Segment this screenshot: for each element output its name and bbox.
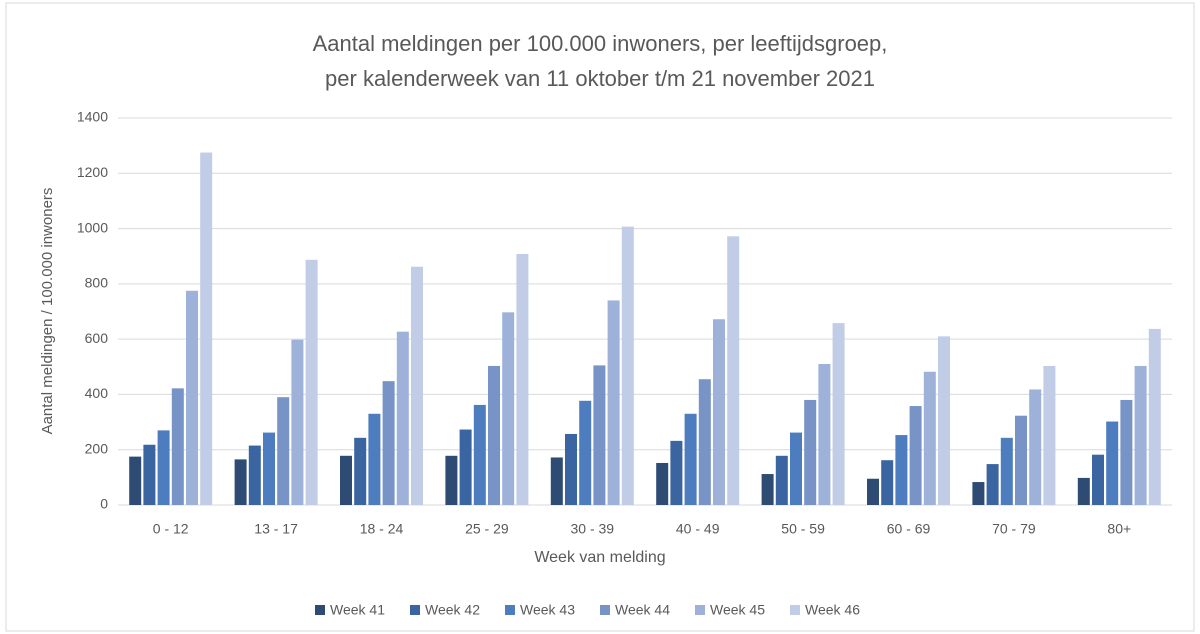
bar [790, 432, 802, 505]
bar [368, 413, 381, 505]
x-tick-label: 13 - 17 [254, 521, 298, 537]
bar [516, 254, 529, 505]
bar [1120, 399, 1133, 505]
bar [488, 365, 500, 505]
legend-swatch [695, 605, 705, 615]
x-tick-label: 50 - 59 [781, 521, 825, 537]
y-tick-label: 0 [100, 496, 108, 512]
legend-label: Week 45 [710, 602, 765, 618]
legend-swatch [600, 605, 610, 615]
bar [775, 455, 788, 505]
bar [157, 430, 170, 505]
bar [1148, 328, 1161, 505]
bar [129, 456, 142, 505]
bar [621, 226, 634, 506]
bar [565, 433, 577, 505]
x-tick-label: 80+ [1107, 521, 1131, 537]
bar [1106, 421, 1119, 505]
x-tick-label: 18 - 24 [360, 521, 404, 537]
bar [354, 437, 367, 505]
x-tick-label: 60 - 69 [887, 521, 931, 537]
bar [593, 365, 606, 505]
y-tick-label: 1400 [77, 109, 108, 125]
bar [502, 312, 515, 505]
y-tick-label: 800 [85, 275, 109, 291]
bar [579, 400, 592, 505]
bar [1000, 437, 1013, 505]
legend-label: Week 44 [615, 602, 670, 618]
y-tick-label: 200 [85, 440, 109, 456]
legend-swatch [410, 605, 420, 615]
bar [459, 429, 472, 505]
bar [1134, 365, 1147, 505]
bar [909, 406, 922, 505]
bar [684, 413, 697, 505]
bar [761, 474, 774, 505]
y-tick-label: 400 [85, 385, 109, 401]
legend-label: Week 41 [330, 602, 385, 618]
legend-label: Week 43 [520, 602, 575, 618]
bar [248, 445, 261, 505]
legend-label: Week 46 [805, 602, 860, 618]
x-tick-label: 40 - 49 [676, 521, 720, 537]
bar [396, 331, 409, 505]
bar [1077, 477, 1090, 505]
bar [305, 259, 318, 505]
x-tick-label: 25 - 29 [465, 521, 509, 537]
bar [171, 388, 184, 505]
bar [1029, 389, 1042, 505]
bar [818, 364, 831, 505]
y-axis-label: Aantal meldingen / 100.000 inwoners [39, 188, 56, 435]
bar [656, 462, 669, 505]
bar [698, 379, 711, 505]
bar [291, 339, 304, 505]
bar [382, 381, 395, 505]
legend-label: Week 42 [425, 602, 480, 618]
bar [186, 290, 198, 505]
bar [411, 266, 423, 505]
chart-border [5, 2, 1195, 632]
legend-swatch [315, 605, 325, 615]
x-tick-label: 30 - 39 [571, 521, 615, 537]
bar [234, 459, 247, 505]
bar [867, 478, 879, 505]
bar [340, 455, 352, 505]
y-tick-label: 1000 [77, 219, 108, 235]
bar [1092, 454, 1104, 505]
y-tick-label: 600 [85, 330, 109, 346]
bar [473, 404, 486, 505]
bar [277, 397, 290, 505]
bar [881, 460, 894, 505]
x-axis-label: Week van melding [534, 549, 665, 566]
bar [832, 323, 845, 505]
chart-title: Aantal meldingen per 100.000 inwoners, p… [313, 31, 888, 56]
bar [263, 432, 275, 505]
y-tick-label: 1200 [77, 164, 108, 180]
bar [986, 464, 999, 505]
bar [200, 152, 213, 505]
bar [923, 371, 936, 505]
chart-title: per kalenderweek van 11 oktober t/m 21 n… [325, 66, 875, 91]
bar [938, 336, 950, 505]
bar [895, 435, 908, 505]
x-tick-label: 0 - 12 [153, 521, 189, 537]
bar [143, 444, 156, 505]
legend-swatch [505, 605, 515, 615]
legend-swatch [790, 605, 800, 615]
bar [607, 300, 620, 505]
bar [1043, 365, 1056, 505]
bar [550, 457, 563, 505]
bar [1015, 415, 1027, 505]
x-tick-label: 70 - 79 [992, 521, 1036, 537]
bar [727, 236, 740, 505]
bar [445, 455, 458, 505]
bar [670, 440, 683, 505]
bar [804, 399, 817, 505]
bar [713, 319, 725, 505]
bar [972, 482, 985, 505]
